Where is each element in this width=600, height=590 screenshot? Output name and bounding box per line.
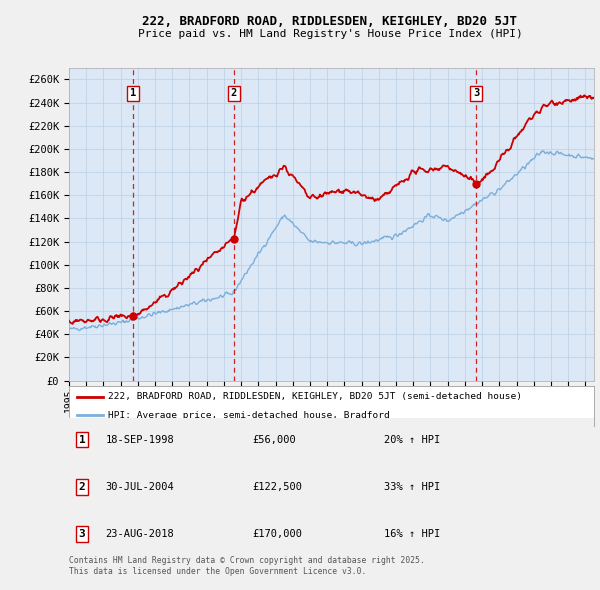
- Text: 1: 1: [130, 88, 136, 99]
- Text: 18-SEP-1998: 18-SEP-1998: [106, 435, 175, 444]
- Text: 222, BRADFORD ROAD, RIDDLESDEN, KEIGHLEY, BD20 5JT (semi-detached house): 222, BRADFORD ROAD, RIDDLESDEN, KEIGHLEY…: [109, 392, 523, 401]
- Text: 2: 2: [231, 88, 237, 99]
- Text: £122,500: £122,500: [253, 482, 303, 491]
- Text: £56,000: £56,000: [253, 435, 296, 444]
- Text: Contains HM Land Registry data © Crown copyright and database right 2025.
This d: Contains HM Land Registry data © Crown c…: [69, 556, 425, 576]
- Text: 33% ↑ HPI: 33% ↑ HPI: [384, 482, 440, 491]
- Text: 16% ↑ HPI: 16% ↑ HPI: [384, 529, 440, 539]
- Text: 2: 2: [79, 482, 86, 491]
- Text: 3: 3: [79, 529, 86, 539]
- Text: 30-JUL-2004: 30-JUL-2004: [106, 482, 175, 491]
- Text: Price paid vs. HM Land Registry's House Price Index (HPI): Price paid vs. HM Land Registry's House …: [137, 29, 523, 38]
- Text: 3: 3: [473, 88, 479, 99]
- Text: HPI: Average price, semi-detached house, Bradford: HPI: Average price, semi-detached house,…: [109, 411, 390, 419]
- Text: 23-AUG-2018: 23-AUG-2018: [106, 529, 175, 539]
- Text: 222, BRADFORD ROAD, RIDDLESDEN, KEIGHLEY, BD20 5JT: 222, BRADFORD ROAD, RIDDLESDEN, KEIGHLEY…: [143, 15, 517, 28]
- Text: £170,000: £170,000: [253, 529, 303, 539]
- Text: 20% ↑ HPI: 20% ↑ HPI: [384, 435, 440, 444]
- Text: 1: 1: [79, 435, 86, 444]
